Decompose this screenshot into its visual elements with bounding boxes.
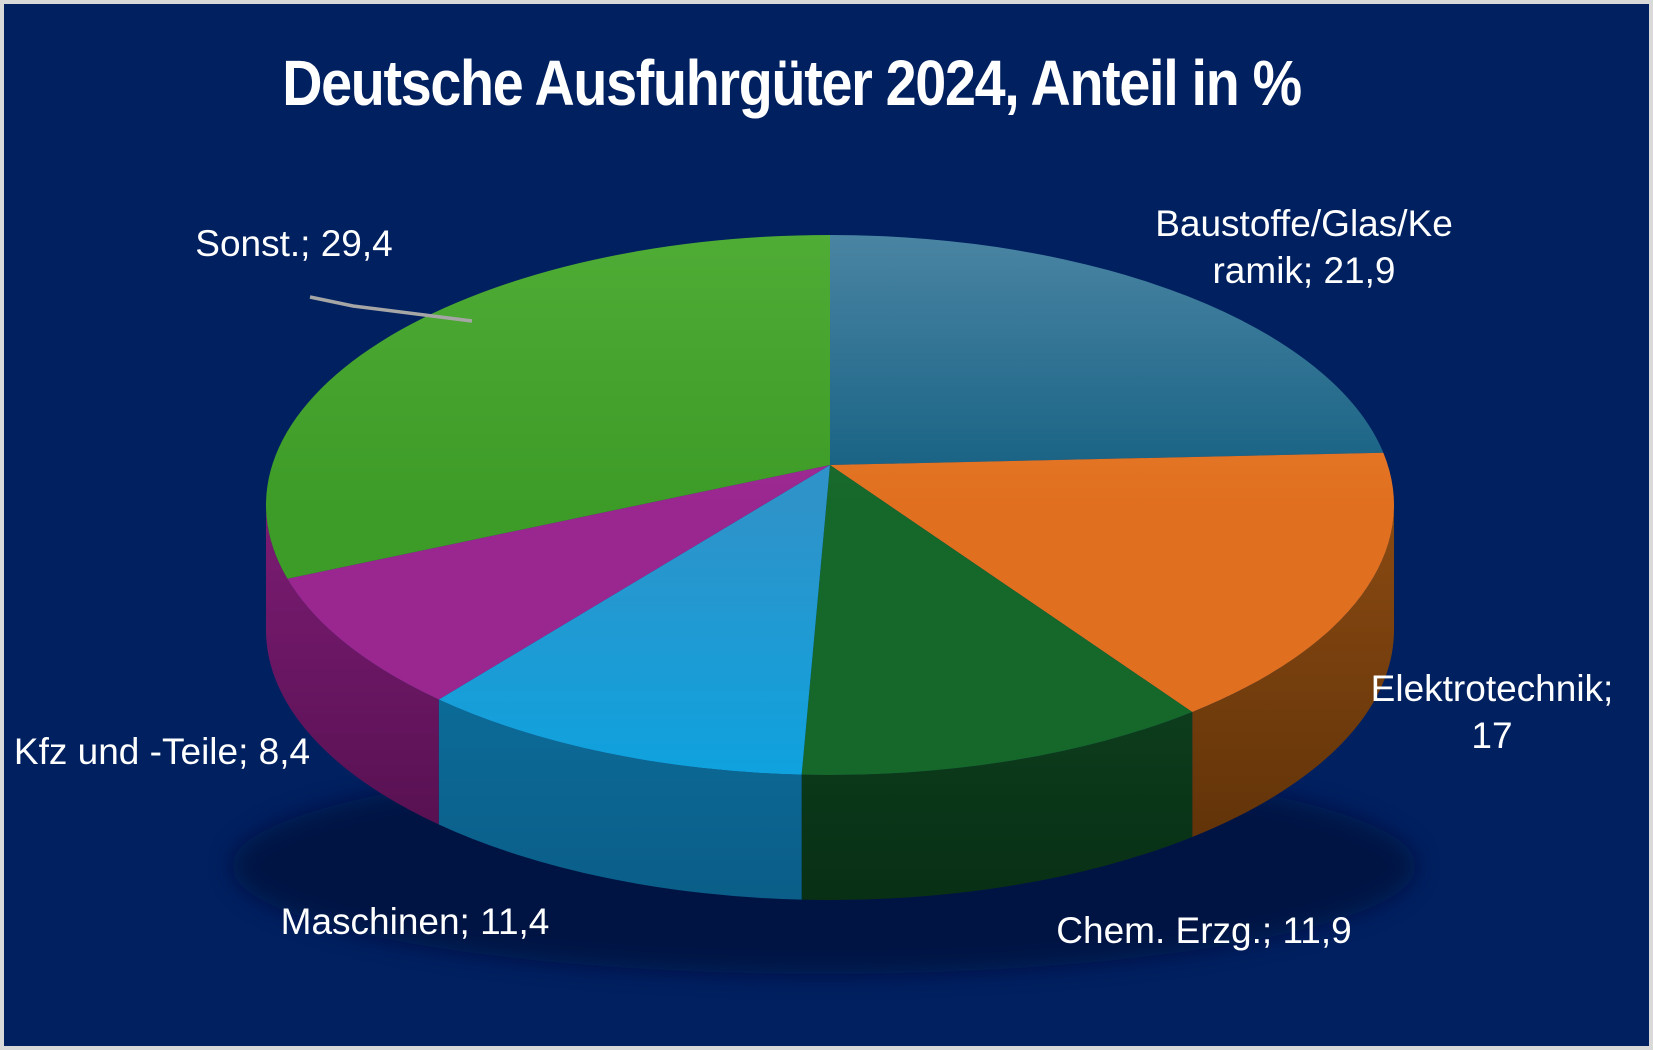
data-label-kfz-und-teile: Kfz und -Teile; 8,4 xyxy=(13,731,311,772)
pie-slice-baustoffe-glas-keramik[interactable] xyxy=(830,235,1384,465)
pie-slice-maschinen[interactable] xyxy=(438,465,830,775)
data-label-sonst-: Sonst.; 29,4 xyxy=(195,223,393,264)
pie-slice-side-maschinen xyxy=(438,699,802,900)
pie-slice-kfz-und-teile[interactable] xyxy=(287,465,830,700)
pie-slice-side-kfz-und-teile xyxy=(266,505,439,825)
data-label-elektrotechnik: Elektrotechnik; 17 xyxy=(1370,668,1614,756)
data-label-baustoffe-glas-keramik: Baustoffe/Glas/Ke ramik; 21,9 xyxy=(1155,203,1453,291)
pie-slice-chem-erzg-[interactable] xyxy=(801,465,1193,775)
pie-slice-elektrotechnik[interactable] xyxy=(830,452,1394,712)
pie-slice-side-chem-erzg- xyxy=(801,711,1193,900)
chart-title: Deutsche Ausfuhrgüter 2024, Anteil in % xyxy=(282,47,1302,119)
label-leader-line xyxy=(309,295,473,323)
data-label-chem-erzg-: Chem. Erzg.; 11,9 xyxy=(1056,910,1352,951)
pie-slice-sonst-[interactable] xyxy=(265,235,830,579)
pie-slice-side-elektrotechnik xyxy=(1192,505,1394,837)
data-label-maschinen: Maschinen; 11,4 xyxy=(280,901,550,942)
pie-3d-chart xyxy=(232,235,1416,974)
